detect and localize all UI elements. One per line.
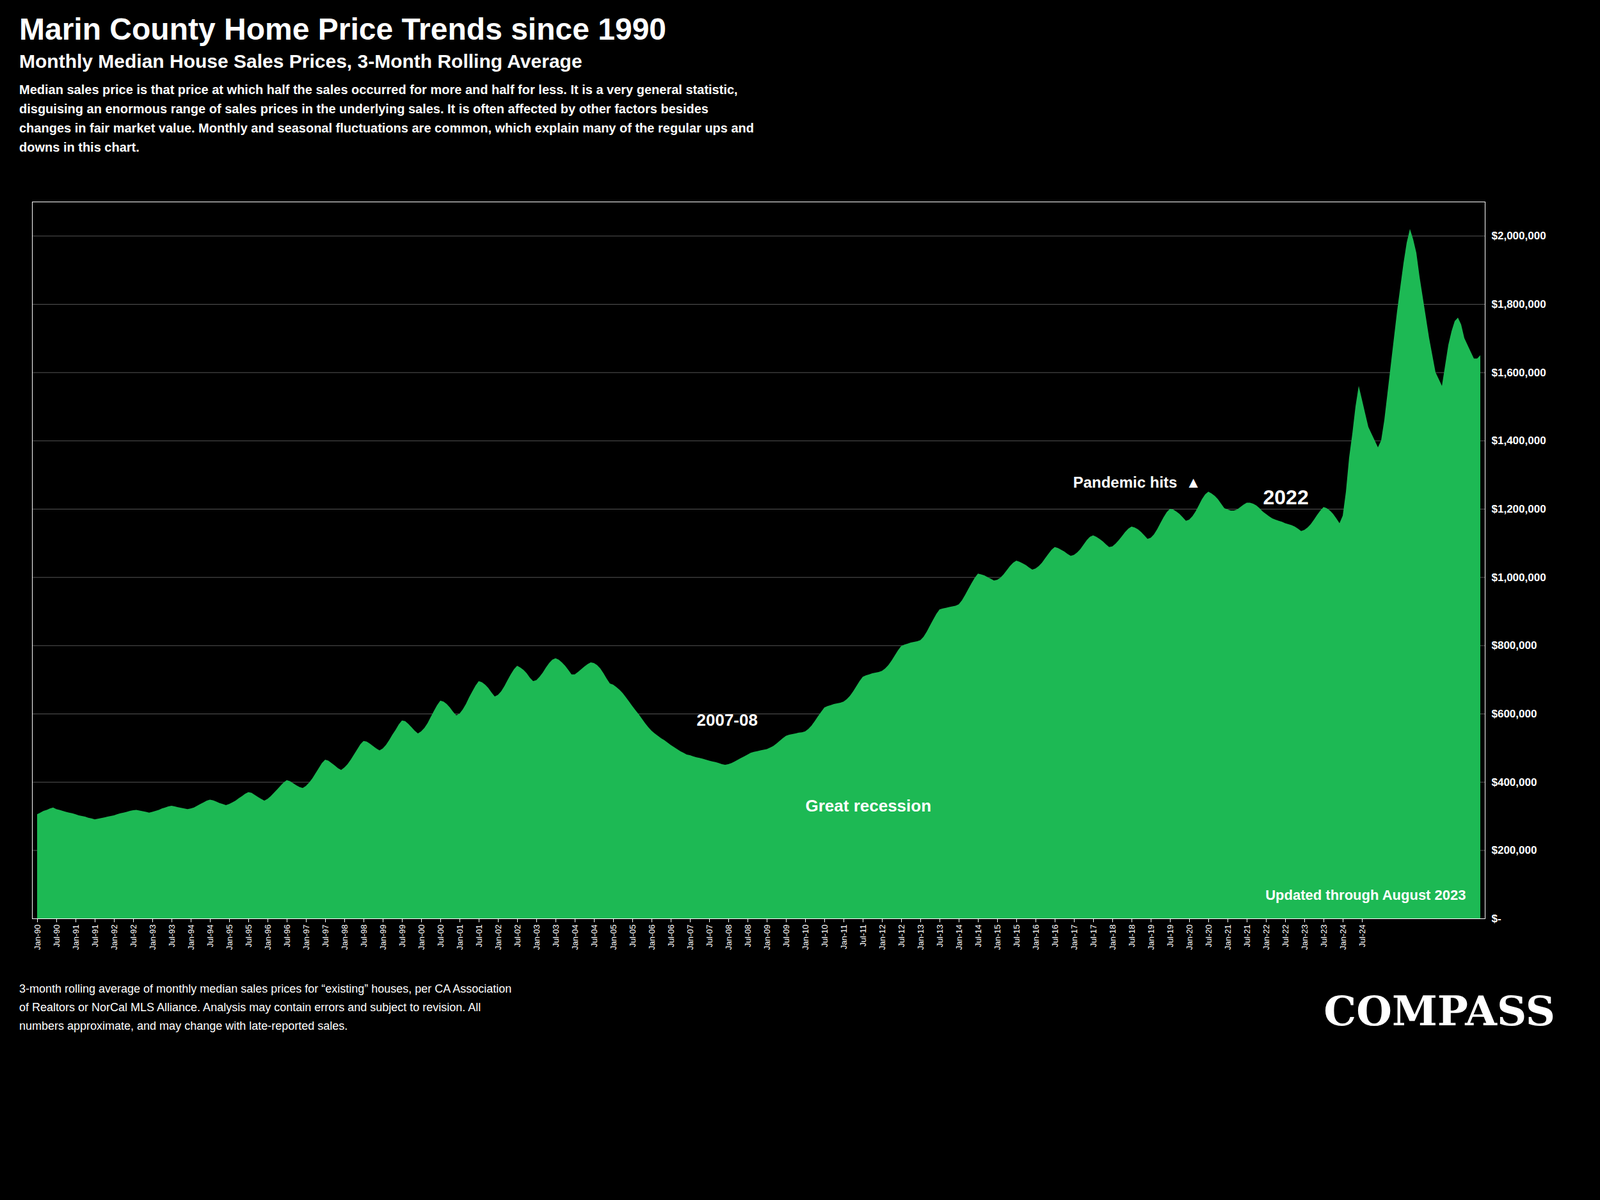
- svg-text:Jan-91: Jan-91: [71, 924, 81, 951]
- html-text:COMPASS: COMPASS: [1323, 987, 1556, 1036]
- svg-text:Jan-08: Jan-08: [723, 924, 734, 951]
- svg-text:Jul-10: Jul-10: [819, 924, 830, 948]
- html-text:Median sales price is that pri: Median sales price is that price at whic…: [19, 82, 754, 155]
- svg-text:$400,000: $400,000: [1491, 776, 1538, 789]
- svg-text:Jul-91: Jul-91: [90, 924, 100, 948]
- svg-text:Jan-23: Jan-23: [1299, 924, 1310, 951]
- svg-text:Jan-10: Jan-10: [800, 924, 811, 951]
- svg-text:Jan-00: Jan-00: [416, 924, 427, 951]
- svg-text:Jul-21: Jul-21: [1242, 924, 1252, 948]
- svg-text:Jan-03: Jan-03: [531, 924, 542, 951]
- svg-text:Jul-17: Jul-17: [1088, 924, 1099, 948]
- svg-text:Jul-97: Jul-97: [320, 924, 331, 948]
- svg-text:Jan-21: Jan-21: [1223, 924, 1233, 951]
- svg-text:Jan-09: Jan-09: [762, 924, 772, 951]
- svg-text:Jul-19: Jul-19: [1165, 924, 1176, 948]
- svg-text:2022: 2022: [1263, 485, 1309, 509]
- svg-text:Jan-06: Jan-06: [647, 924, 657, 951]
- html-text:numbers approximate, and may c: numbers approximate, and may change with…: [19, 1019, 348, 1033]
- svg-text:Jan-19: Jan-19: [1146, 924, 1156, 951]
- svg-text:Jan-01: Jan-01: [455, 924, 465, 951]
- svg-text:$1,800,000: $1,800,000: [1491, 298, 1547, 311]
- svg-text:Jul-14: Jul-14: [973, 924, 984, 948]
- svg-text:Jul-20: Jul-20: [1203, 924, 1214, 948]
- svg-text:$1,400,000: $1,400,000: [1491, 434, 1547, 447]
- svg-text:Jul-09: Jul-09: [781, 924, 792, 948]
- svg-text:Jul-16: Jul-16: [1050, 924, 1060, 948]
- svg-text:Jul-15: Jul-15: [1011, 924, 1022, 948]
- svg-text:Jan-99: Jan-99: [378, 924, 388, 951]
- svg-text:Jul-96: Jul-96: [282, 924, 292, 948]
- html-text:Marin County Home Price Trends: Marin County Home Price Trends since 199…: [19, 12, 667, 47]
- svg-text:$1,600,000: $1,600,000: [1491, 366, 1547, 379]
- svg-text:$-: $-: [1491, 912, 1502, 925]
- svg-text:Jul-06: Jul-06: [666, 924, 676, 948]
- svg-text:Jan-15: Jan-15: [992, 924, 1003, 951]
- svg-text:Jan-92: Jan-92: [109, 924, 120, 951]
- svg-text:$200,000: $200,000: [1491, 844, 1538, 857]
- svg-text:Updated through August 2023: Updated through August 2023: [1265, 887, 1466, 904]
- svg-text:Jul-13: Jul-13: [935, 924, 945, 948]
- svg-text:$600,000: $600,000: [1491, 707, 1538, 720]
- svg-text:Jan-13: Jan-13: [915, 924, 926, 951]
- svg-text:Jul-07: Jul-07: [704, 924, 715, 948]
- svg-text:Jan-02: Jan-02: [493, 924, 504, 951]
- html-text:Monthly Median House Sales Pri: Monthly Median House Sales Prices, 3-Mon…: [19, 50, 583, 72]
- svg-text:Jul-98: Jul-98: [359, 924, 369, 948]
- svg-text:Jan-12: Jan-12: [877, 924, 888, 951]
- svg-text:Pandemic hits ▲: Pandemic hits ▲: [1073, 473, 1202, 491]
- svg-text:$1,000,000: $1,000,000: [1491, 571, 1547, 584]
- svg-text:Jul-05: Jul-05: [627, 924, 638, 948]
- svg-text:Jan-11: Jan-11: [839, 924, 849, 950]
- svg-text:Jul-00: Jul-00: [435, 924, 446, 948]
- svg-text:Jul-03: Jul-03: [551, 924, 561, 948]
- svg-text:Jul-12: Jul-12: [896, 924, 907, 948]
- svg-text:Jan-16: Jan-16: [1031, 924, 1041, 951]
- svg-text:Jul-04: Jul-04: [589, 924, 600, 948]
- svg-text:Jul-93: Jul-93: [167, 924, 177, 948]
- html-text:of Realtors or NorCal MLS Alli: of Realtors or NorCal MLS Alliance. Anal…: [19, 1000, 481, 1014]
- svg-text:Jan-14: Jan-14: [954, 924, 964, 951]
- svg-text:Jul-23: Jul-23: [1319, 924, 1329, 948]
- svg-text:Jul-92: Jul-92: [128, 924, 139, 948]
- svg-text:Jul-94: Jul-94: [205, 924, 216, 948]
- svg-text:$2,000,000: $2,000,000: [1491, 229, 1547, 242]
- svg-text:Jan-18: Jan-18: [1107, 924, 1118, 951]
- svg-text:Jan-22: Jan-22: [1261, 924, 1272, 951]
- svg-text:$1,200,000: $1,200,000: [1491, 503, 1547, 516]
- svg-text:Jan-90: Jan-90: [32, 924, 43, 951]
- svg-text:Jul-24: Jul-24: [1357, 924, 1368, 948]
- svg-text:$800,000: $800,000: [1491, 639, 1538, 652]
- svg-text:Jul-11: Jul-11: [858, 924, 868, 947]
- svg-text:Jan-17: Jan-17: [1069, 924, 1080, 951]
- svg-text:Jan-20: Jan-20: [1184, 924, 1195, 951]
- svg-text:Jan-04: Jan-04: [570, 924, 580, 951]
- svg-text:Great recession: Great recession: [805, 796, 932, 816]
- svg-text:Jul-18: Jul-18: [1127, 924, 1137, 948]
- svg-text:Jan-95: Jan-95: [224, 924, 235, 951]
- svg-text:Jul-90: Jul-90: [51, 924, 62, 948]
- svg-text:2007-08: 2007-08: [696, 710, 758, 730]
- svg-text:Jan-97: Jan-97: [301, 924, 312, 951]
- svg-text:Jan-96: Jan-96: [263, 924, 273, 951]
- svg-text:Jul-99: Jul-99: [397, 924, 408, 948]
- html-text:3-month rolling average of mon: 3-month rolling average of monthly media…: [19, 982, 512, 996]
- svg-text:Jan-94: Jan-94: [186, 924, 196, 951]
- svg-text:Jul-02: Jul-02: [512, 924, 523, 948]
- svg-text:Jan-05: Jan-05: [608, 924, 619, 951]
- svg-text:Jan-93: Jan-93: [147, 924, 158, 951]
- svg-text:Jul-22: Jul-22: [1280, 924, 1291, 948]
- svg-text:Jul-95: Jul-95: [243, 924, 254, 948]
- svg-text:Jan-24: Jan-24: [1338, 924, 1348, 951]
- svg-text:Jan-98: Jan-98: [339, 924, 350, 951]
- svg-text:Jul-08: Jul-08: [743, 924, 753, 948]
- svg-text:Jan-07: Jan-07: [685, 924, 696, 951]
- svg-text:Jul-01: Jul-01: [474, 924, 484, 948]
